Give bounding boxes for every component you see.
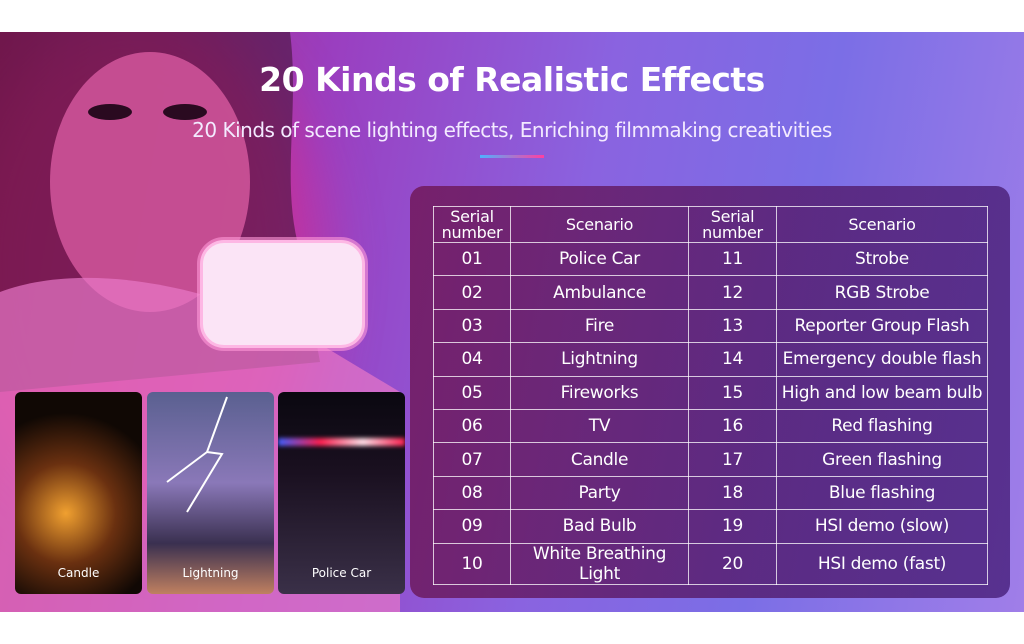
scenario-cell: Emergency double flash [776,342,988,377]
serial-cell: 16 [688,408,777,444]
serial-cell: 20 [688,542,777,585]
serial-cell: 19 [688,509,777,544]
scenario-cell: Fireworks [510,375,689,410]
scenario-cell: White Breathing Light [510,542,689,585]
column-header: Serial number [433,206,511,243]
scenario-cell: Blue flashing [776,475,988,511]
scenario-cell: Party [510,475,689,511]
scenario-cell: TV [510,408,689,444]
scenario-cell: Strobe [776,241,988,277]
table-row: 06 TV 16 Red flashing [433,408,988,444]
serial-cell: 13 [688,308,777,344]
scenario-cell: Fire [510,308,689,344]
scenario-cell: RGB Strobe [776,275,988,310]
table-row: 08 Party 18 Blue flashing [433,475,988,511]
scenario-cell: Candle [510,442,689,477]
serial-cell: 06 [433,408,511,444]
serial-cell: 04 [433,342,511,377]
effects-table: Serial number Scenario Serial number Scenar… [433,206,988,585]
scenario-cell: HSI demo (slow) [776,509,988,544]
scenario-cell: Green flashing [776,442,988,477]
table-row: 05 Fireworks 15 High and low beam bulb [433,375,988,410]
scenario-cell: HSI demo (fast) [776,542,988,585]
table-row: 07 Candle 17 Green flashing [433,442,988,477]
thumbnail-caption: Candle [57,566,100,580]
serial-cell: 07 [433,442,511,477]
serial-cell: 15 [688,375,777,410]
thumbnail: Police Car [278,392,405,594]
serial-cell: 08 [433,475,511,511]
scenario-cell: Ambulance [510,275,689,310]
serial-cell: 09 [433,509,511,544]
scenario-cell: Red flashing [776,408,988,444]
serial-cell: 18 [688,475,777,511]
scenario-cell: High and low beam bulb [776,375,988,410]
serial-cell: 12 [688,275,777,310]
serial-cell: 17 [688,442,777,477]
scenario-cell: Reporter Group Flash [776,308,988,344]
serial-cell: 10 [433,542,511,585]
serial-cell: 03 [433,308,511,344]
serial-cell: 01 [433,241,511,277]
scenario-cell: Bad Bulb [510,509,689,544]
column-header: Scenario [510,206,689,243]
title: 20 Kinds of Realistic Effects [259,60,765,99]
thumbnail: Lightning [147,392,274,594]
serial-cell: 02 [433,275,511,310]
table-row: 01 Police Car 11 Strobe [433,241,988,277]
scenario-cell: Police Car [510,241,689,277]
table-row: 04 Lightning 14 Emergency double flash [433,342,988,377]
banner: 20 Kinds of Realistic Effects 20 Kinds o… [0,32,1024,612]
column-header: Serial number [688,206,777,243]
table-row: 02 Ambulance 12 RGB Strobe [433,275,988,310]
divider [480,155,544,158]
thumbnail-caption: Lightning [182,566,239,580]
table-row: 09 Bad Bulb 19 HSI demo (slow) [433,509,988,544]
serial-cell: 11 [688,241,777,277]
thumbnail: Candle [15,392,142,594]
header-row: Serial number Scenario Serial number Scenar… [433,206,988,243]
table-row: 03 Fire 13 Reporter Group Flash [433,308,988,344]
subtitle: 20 Kinds of scene lighting effects, Enri… [192,118,832,142]
thumbnail-caption: Police Car [311,566,372,580]
scenario-cell: Lightning [510,342,689,377]
serial-cell: 14 [688,342,777,377]
serial-cell: 05 [433,375,511,410]
table-row: 10 White Breathing Light 20 HSI demo (fast) [433,542,988,585]
column-header: Scenario [776,206,988,243]
